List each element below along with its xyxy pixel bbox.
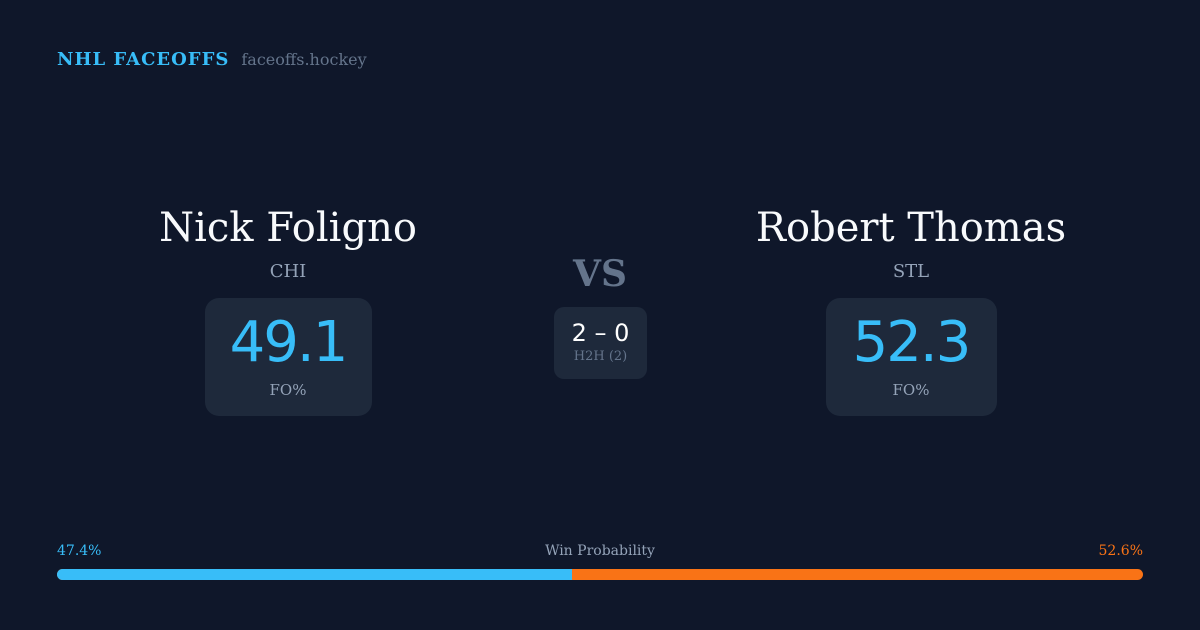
fo-card: 49.1 FO%	[204, 298, 372, 416]
player-name: Nick Foligno	[159, 205, 417, 251]
win-prob-left: 47.4%	[57, 543, 102, 559]
win-probability: 47.4% Win Probability 52.6%	[57, 543, 1143, 580]
player-team: CHI	[269, 261, 307, 282]
win-prob-bar-left	[57, 569, 572, 580]
brand-site: faceoffs.hockey	[241, 50, 367, 69]
fo-label: FO%	[892, 381, 930, 399]
player-team: STL	[892, 261, 930, 282]
h2h-card: 2 – 0 H2H (2)	[554, 307, 647, 379]
fo-label: FO%	[269, 381, 307, 399]
brand-name: NHL FACEOFFS	[57, 49, 230, 70]
fo-value: 49.1	[229, 310, 349, 375]
vs-label: VS	[573, 253, 627, 295]
win-prob-right: 52.6%	[1098, 543, 1143, 559]
win-prob-title: Win Probability	[545, 543, 655, 559]
win-prob-bar	[57, 569, 1143, 580]
player-name: Robert Thomas	[755, 205, 1067, 251]
fo-card: 52.3 FO%	[825, 298, 997, 416]
player-right: Robert Thomas STL 52.3 FO%	[711, 205, 1111, 416]
player-left: Nick Foligno CHI 49.1 FO%	[88, 205, 488, 416]
brand: NHL FACEOFFS faceoffs.hockey	[57, 49, 367, 70]
h2h-score: 2 – 0	[571, 319, 630, 347]
fo-value: 52.3	[852, 310, 972, 375]
h2h-label: H2H (2)	[573, 349, 628, 364]
